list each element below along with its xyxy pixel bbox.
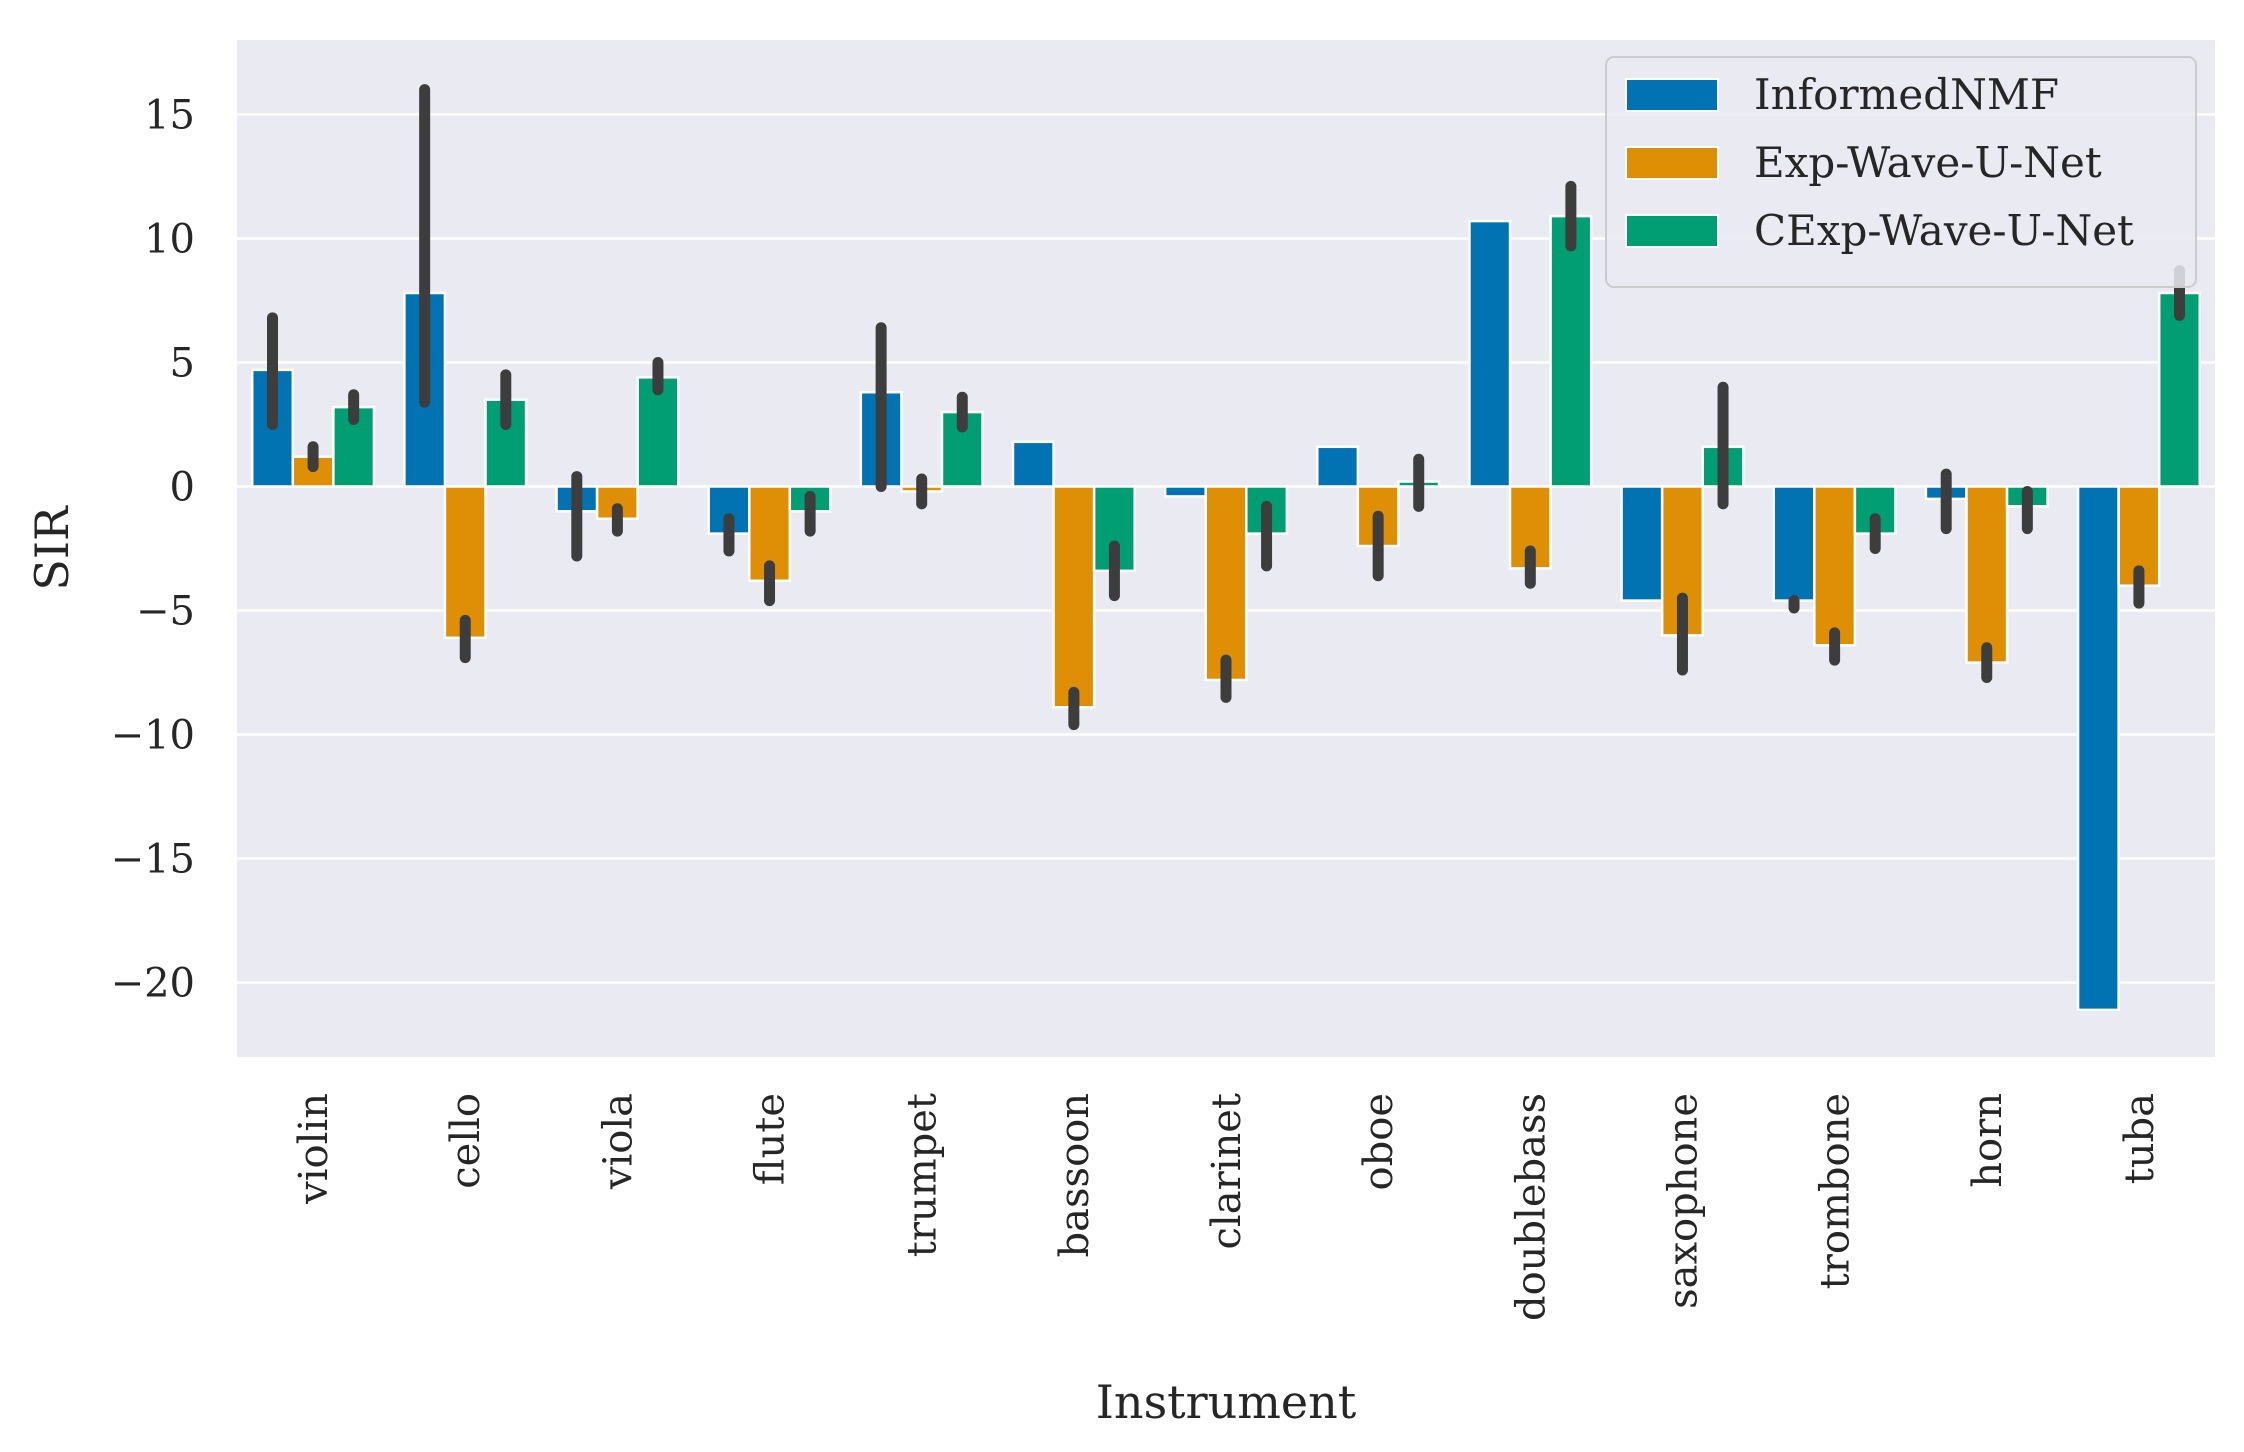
y-tick-label: −5 — [136, 589, 195, 635]
legend-swatch — [1625, 78, 1719, 112]
bar — [1620, 485, 1664, 602]
y-tick-label: 5 — [170, 340, 195, 386]
bar — [1813, 485, 1857, 647]
x-axis-title: Instrument — [1096, 1375, 1357, 1429]
y-tick-label: −15 — [111, 837, 195, 883]
x-tick-label: trumpet — [900, 1093, 946, 1257]
bar — [1965, 485, 2009, 664]
bar — [1011, 440, 1055, 488]
legend-box — [1605, 56, 2197, 288]
bar — [1468, 219, 1512, 488]
bar — [1163, 485, 1207, 498]
x-tick-label: trombone — [1813, 1093, 1859, 1289]
y-tick-label: 15 — [144, 92, 195, 138]
bar — [1549, 214, 1593, 488]
x-tick-label: tuba — [2117, 1093, 2163, 1184]
x-tick-label: violin — [291, 1093, 337, 1205]
bar — [1316, 445, 1360, 488]
y-tick-label: −10 — [111, 713, 195, 759]
x-axis-ticks: violin cello viola flute trumpet bassoon clari… — [291, 1093, 2163, 1321]
bar — [443, 485, 487, 640]
x-tick-label: oboe — [1356, 1093, 1402, 1190]
x-tick-label: horn — [1965, 1093, 2011, 1188]
y-axis-title: SIR — [25, 505, 79, 591]
x-tick-label: saxophone — [1660, 1093, 1706, 1309]
legend-label: CExp-Wave-U-Net — [1754, 206, 2134, 255]
bar — [2076, 485, 2120, 1012]
x-tick-label: doublebass — [1508, 1093, 1554, 1321]
legend-label: InformedNMF — [1754, 70, 2059, 119]
x-tick-label: cello — [443, 1093, 489, 1189]
bar — [1772, 485, 1816, 602]
y-tick-label: 0 — [170, 464, 195, 510]
legend-swatch — [1625, 146, 1719, 180]
x-tick-label: flute — [748, 1093, 794, 1185]
x-tick-label: bassoon — [1052, 1093, 1098, 1257]
bar — [1052, 485, 1096, 709]
error-bars — [267, 84, 2185, 731]
x-tick-label: viola — [595, 1093, 641, 1190]
legend-label: Exp-Wave-U-Net — [1754, 138, 2102, 187]
bar — [1204, 485, 1248, 682]
y-tick-label: −20 — [111, 961, 195, 1007]
x-tick-label: clarinet — [1204, 1093, 1250, 1249]
legend: InformedNMF Exp-Wave-U-Net CExp-Wave-U-Net — [1605, 56, 2197, 288]
legend-swatch — [1625, 214, 1719, 248]
y-tick-label: 10 — [144, 216, 195, 262]
y-axis-ticks: 15 10 5 0 −5 −10 −15 −20 — [111, 92, 195, 1006]
bar — [2157, 291, 2202, 488]
